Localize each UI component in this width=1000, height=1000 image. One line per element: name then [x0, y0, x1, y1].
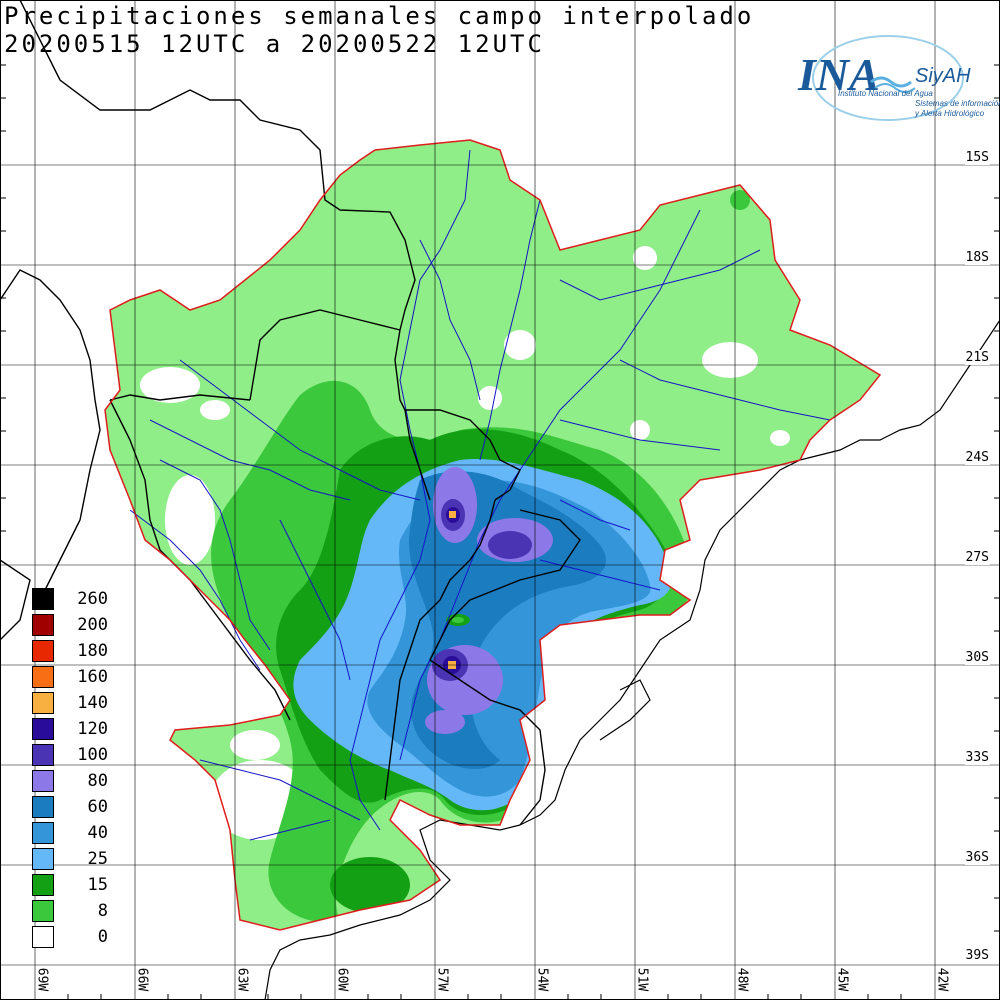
- legend-label: 0: [97, 927, 108, 947]
- legend-row: 15: [32, 872, 108, 898]
- legend-row: 80: [32, 768, 108, 794]
- legend-row: 8: [32, 898, 108, 924]
- legend-swatch: [32, 796, 54, 818]
- lat-label-30s: 30S: [964, 650, 990, 665]
- lat-label-33s: 33S: [964, 750, 990, 765]
- legend-row: 0: [32, 924, 108, 950]
- legend-row: 260: [32, 586, 108, 612]
- lat-label-15s: 15S: [964, 150, 990, 165]
- logo-sub2: Sistemas de información: [915, 99, 1000, 108]
- legend-swatch: [32, 588, 54, 610]
- legend-label: 15: [87, 875, 108, 895]
- lon-label-69w: 69W: [34, 967, 50, 992]
- logo-sub1: Instituto Nacional del Agua: [838, 89, 933, 98]
- lon-label-54w: 54W: [534, 967, 550, 992]
- legend-label: 8: [97, 901, 108, 921]
- lon-label-48w: 48W: [734, 967, 750, 992]
- legend-swatch: [32, 744, 54, 766]
- basin-outline: [104, 139, 882, 931]
- lon-label-60w: 60W: [334, 967, 350, 992]
- legend-row: 60: [32, 794, 108, 820]
- legend-swatch: [32, 666, 54, 688]
- coastline: [264, 319, 1000, 1000]
- legend-swatch: [32, 822, 54, 844]
- legend-swatch: [32, 900, 54, 922]
- logo-brand: SiyAH: [915, 65, 971, 87]
- legend-swatch: [32, 848, 54, 870]
- legend-row: 180: [32, 638, 108, 664]
- legend-label: 80: [87, 771, 108, 791]
- lon-label-57w: 57W: [434, 967, 450, 992]
- legend-row: 140: [32, 690, 108, 716]
- logo-sub3: y Alerta Hidrológico: [914, 109, 985, 118]
- lat-label-21s: 21S: [964, 350, 990, 365]
- legend-label: 40: [87, 823, 108, 843]
- lat-label-24s: 24S: [964, 450, 990, 465]
- lat-label-36s: 36S: [964, 850, 990, 865]
- legend-row: 120: [32, 716, 108, 742]
- legend-swatch: [32, 926, 54, 948]
- legend-row: 100: [32, 742, 108, 768]
- logo-main: INA: [797, 49, 880, 100]
- lon-label-51w: 51W: [634, 967, 650, 992]
- map-period: 20200515 12UTC a 20200522 12UTC: [4, 30, 545, 58]
- legend-swatch: [32, 770, 54, 792]
- legend-swatch: [32, 614, 54, 636]
- legend-row: 25: [32, 846, 108, 872]
- legend-swatch: [32, 692, 54, 714]
- legend-label: 200: [77, 615, 108, 635]
- legend-row: 200: [32, 612, 108, 638]
- lon-label-42w: 42W: [934, 967, 950, 992]
- legend-label: 160: [77, 667, 108, 687]
- legend-row: 160: [32, 664, 108, 690]
- ina-siyah-logo: INA SiyAH Instituto Nacional del Agua Si…: [793, 30, 1000, 130]
- legend-label: 260: [77, 589, 108, 609]
- lat-label-39s: 39S: [964, 948, 990, 963]
- legend-label: 25: [87, 849, 108, 869]
- legend-row: 40: [32, 820, 108, 846]
- legend-swatch: [32, 718, 54, 740]
- ina-logo-icon: INA SiyAH Instituto Nacional del Agua Si…: [797, 35, 1000, 121]
- legend-label: 60: [87, 797, 108, 817]
- lon-label-45w: 45W: [834, 967, 850, 992]
- legend-label: 140: [77, 693, 108, 713]
- lon-label-66w: 66W: [134, 967, 150, 992]
- lon-label-63w: 63W: [234, 967, 250, 992]
- legend-swatch: [32, 640, 54, 662]
- legend-label: 120: [77, 719, 108, 739]
- precipitation-legend: 260 200 180 160 140 120 100 80 60 40 25 15 8 0: [32, 586, 108, 950]
- map-title: Precipitaciones semanales campo interpol…: [4, 2, 755, 30]
- lat-label-27s: 27S: [964, 550, 990, 565]
- legend-label: 100: [77, 745, 108, 765]
- legend-swatch: [32, 874, 54, 896]
- legend-label: 180: [77, 641, 108, 661]
- lat-label-18s: 18S: [964, 250, 990, 265]
